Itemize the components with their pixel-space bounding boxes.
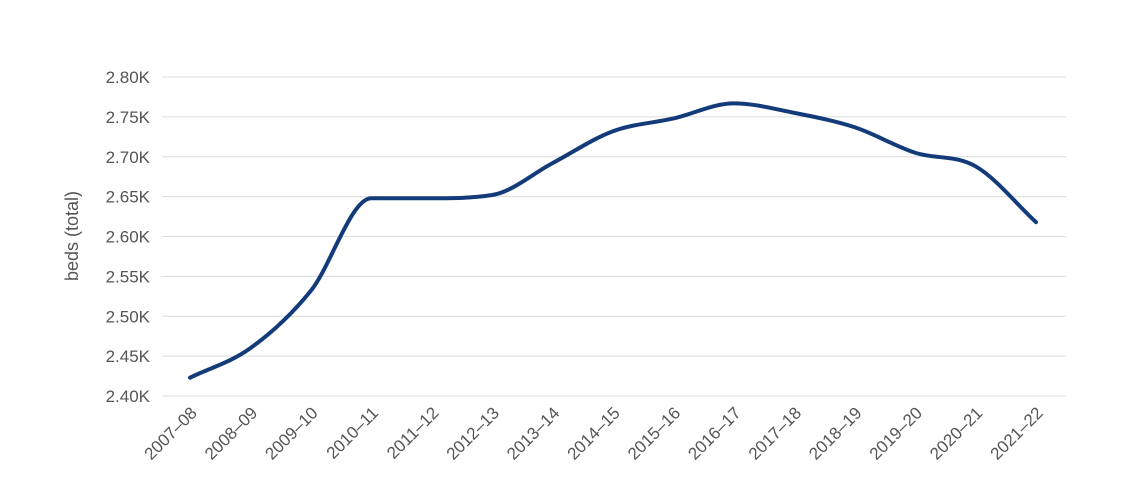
y-tick-label: 2.60K	[106, 228, 151, 247]
x-axis-ticks: 2007–08 2008–09 2009–10 2010–11 2011–12 2012–…	[141, 403, 1047, 463]
x-tick-label: 2014–15	[564, 403, 624, 463]
y-axis-ticks: 2.40K 2.45K 2.50K 2.55K 2.60K 2.65K 2.70K 2.75K…	[106, 68, 151, 406]
data-points	[188, 101, 1038, 379]
data-point	[248, 346, 252, 350]
x-tick-label: 2008–09	[201, 403, 261, 463]
x-tick-label: 2015–16	[624, 403, 684, 463]
y-tick-label: 2.55K	[106, 267, 151, 286]
gridlines	[162, 76, 1066, 397]
y-tick-label: 2.50K	[106, 307, 151, 326]
y-tick-label: 2.80K	[106, 68, 151, 87]
data-point	[913, 151, 917, 155]
data-point	[490, 193, 494, 197]
x-tick-label: 2010–11	[323, 403, 382, 462]
data-point	[551, 161, 555, 165]
y-tick-label: 2.40K	[106, 387, 151, 406]
x-tick-label: 2016–17	[684, 403, 744, 463]
x-tick-label: 2019–20	[866, 403, 926, 463]
data-point	[430, 196, 434, 200]
x-tick-label: 2013–14	[503, 403, 563, 463]
y-tick-label: 2.65K	[106, 188, 151, 207]
y-axis-label: beds (total)	[62, 191, 82, 281]
data-point	[974, 164, 978, 168]
data-point	[853, 125, 857, 129]
x-tick-label: 2012–13	[443, 403, 503, 463]
x-tick-label: 2021–22	[987, 403, 1047, 463]
data-point	[792, 111, 796, 115]
data-point	[1034, 220, 1038, 224]
data-point	[309, 289, 313, 293]
x-tick-label: 2011–12	[383, 403, 442, 462]
data-point	[671, 116, 675, 120]
data-point	[188, 376, 192, 380]
x-tick-label: 2020–21	[926, 403, 986, 463]
data-point	[732, 101, 736, 105]
x-tick-label: 2017–18	[745, 403, 805, 463]
series-line	[188, 101, 1038, 380]
data-point	[611, 129, 615, 133]
x-tick-label: 2018–19	[805, 403, 865, 463]
x-tick-label: 2009–10	[261, 403, 321, 463]
data-point	[369, 196, 373, 200]
y-tick-label: 2.45K	[106, 347, 151, 366]
x-tick-label: 2007–08	[141, 403, 201, 463]
y-tick-label: 2.75K	[106, 108, 151, 127]
y-tick-label: 2.70K	[106, 148, 151, 167]
